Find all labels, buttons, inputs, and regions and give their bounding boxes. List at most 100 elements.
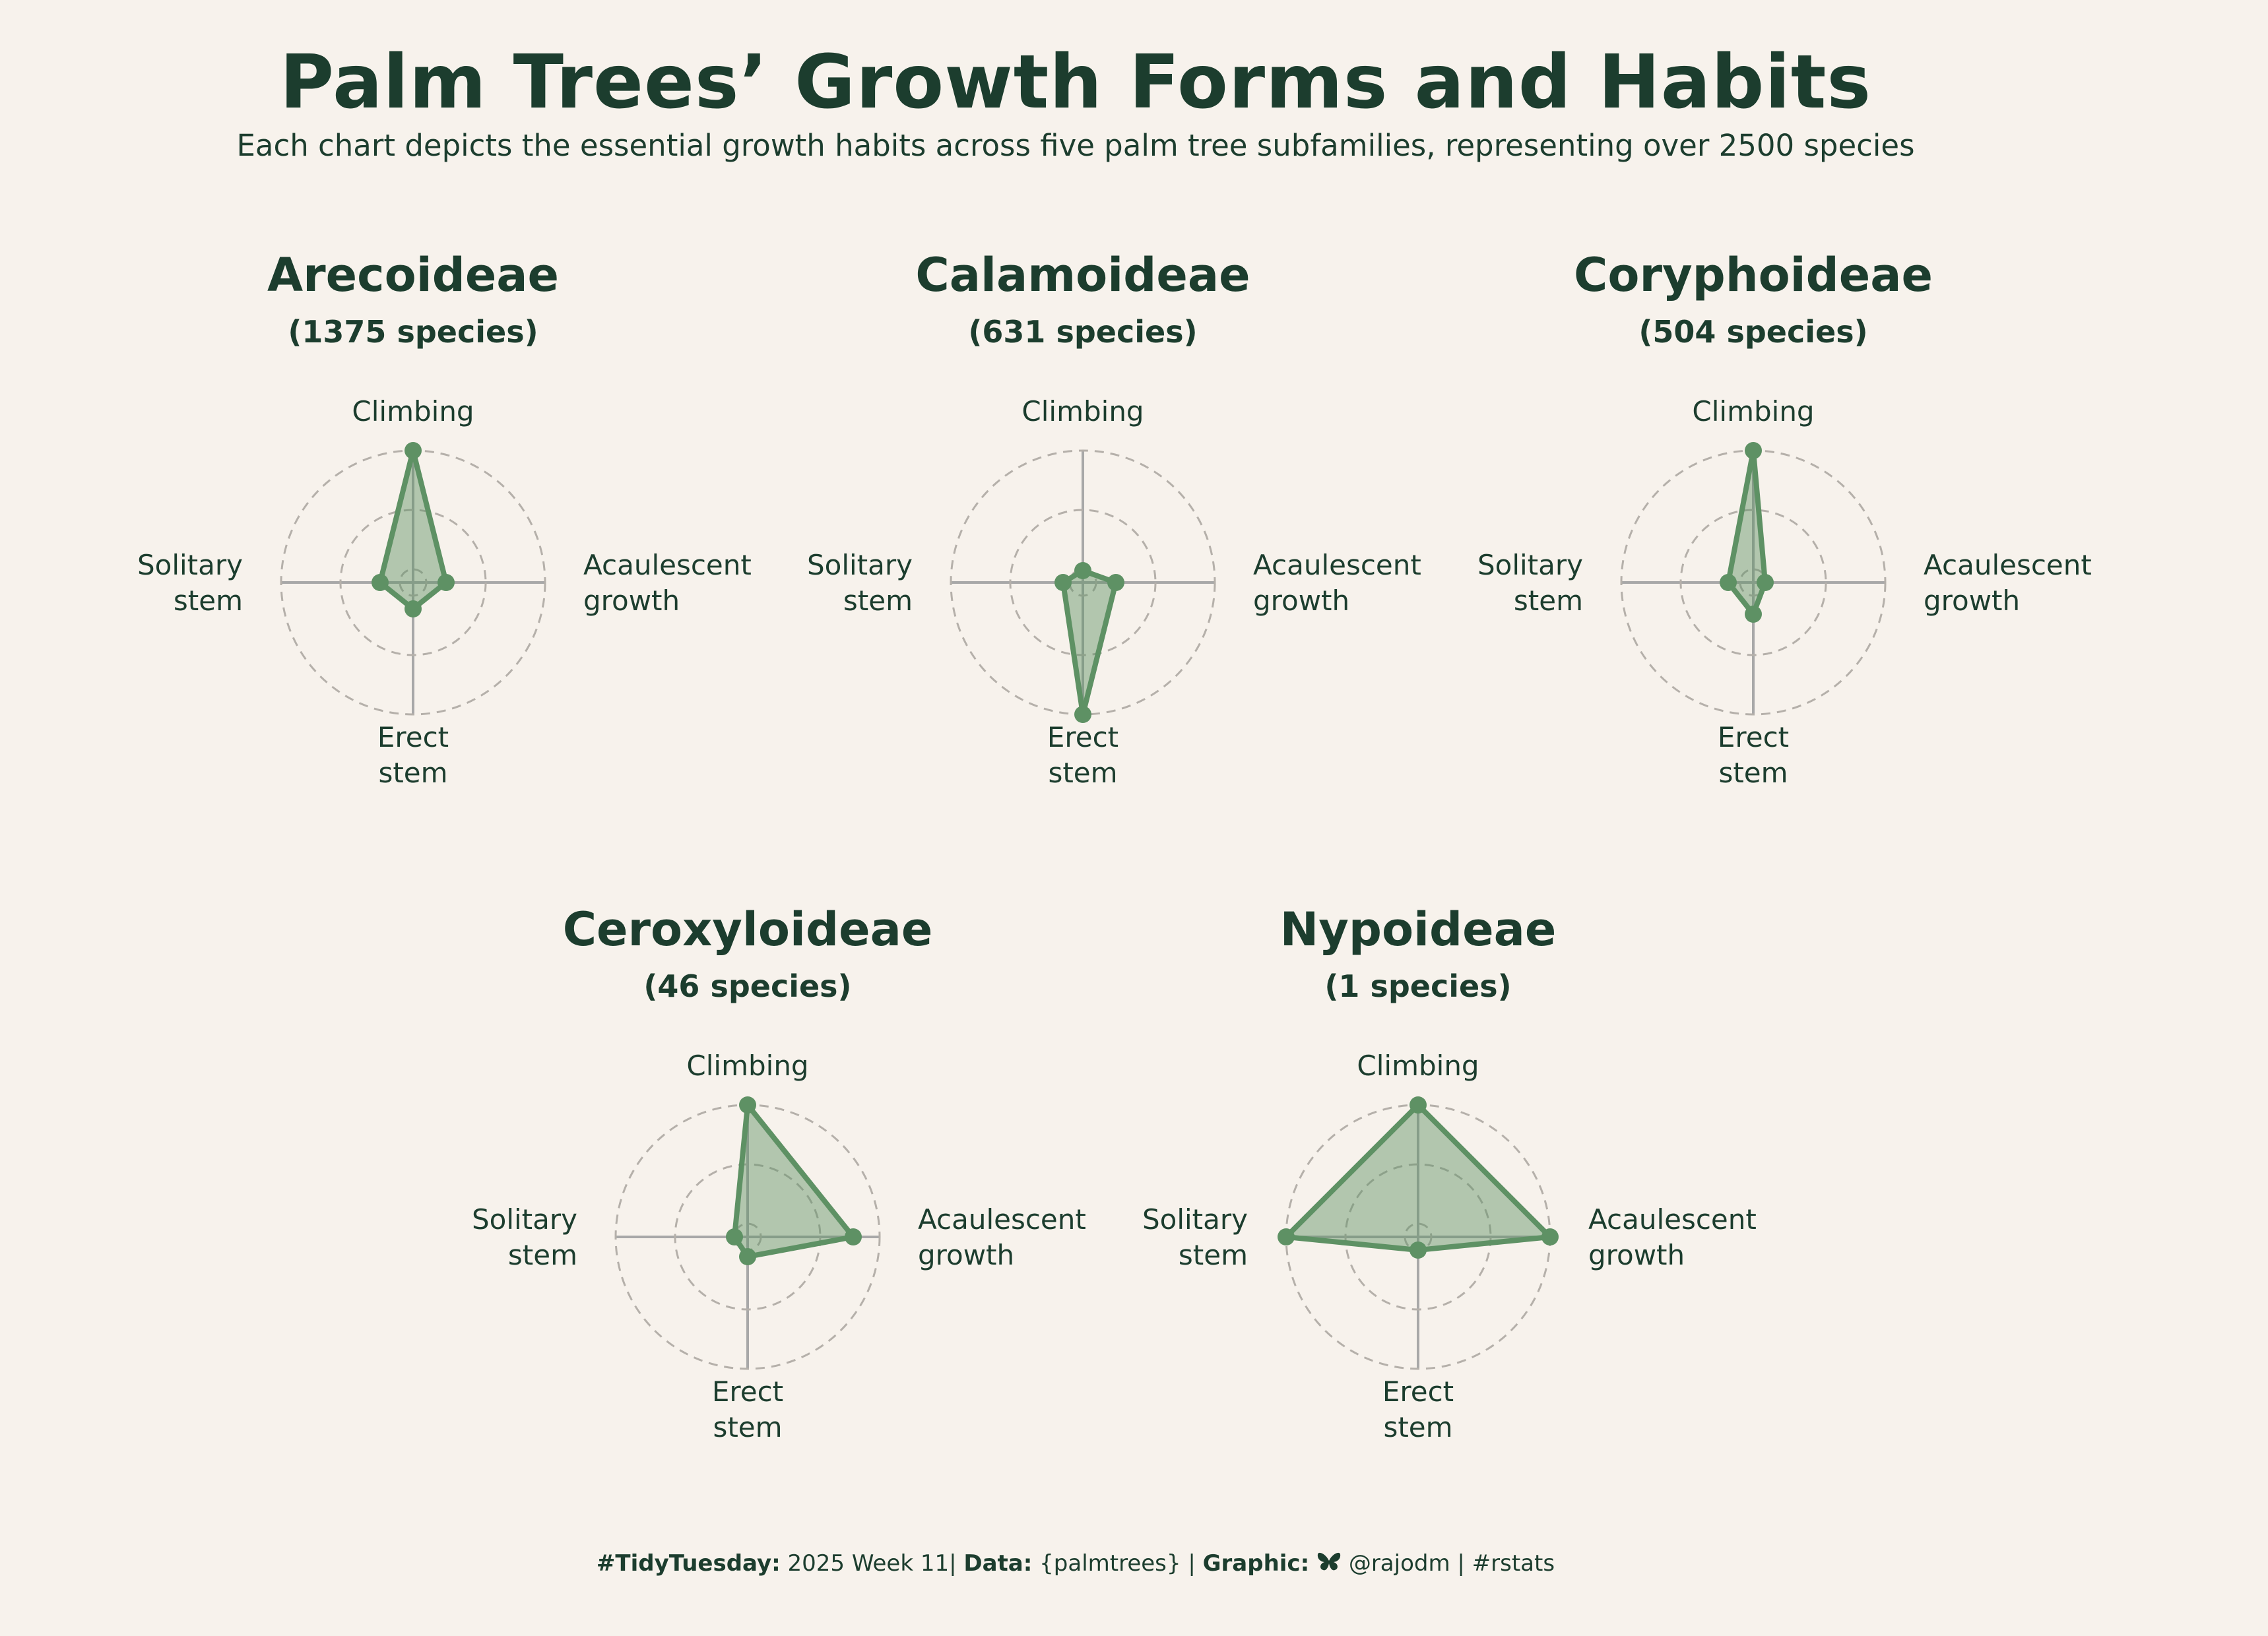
axis-label-line: Climbing	[686, 1050, 808, 1082]
axis-label-line: Climbing	[1021, 395, 1144, 427]
footer-separator: |	[949, 1550, 957, 1577]
axis-label-line: Climbing	[352, 395, 474, 427]
grid-circle	[1068, 568, 1097, 597]
page-title: Palm Trees’ Growth Forms and Habits	[279, 40, 1872, 125]
axis-label-line: Acaulescent	[1924, 549, 2092, 581]
axis-label-solitary-stem: Solitary stem	[1477, 549, 1583, 617]
axis-label-line: stem	[378, 757, 447, 789]
data-point-erect-stem	[1409, 1242, 1427, 1259]
footer-data-label: Data:	[963, 1550, 1033, 1577]
series-area	[1060, 568, 1118, 717]
footer-separator: |	[1188, 1550, 1196, 1577]
grid-circle	[674, 1163, 822, 1311]
panel-title: Calamoideae	[915, 248, 1250, 302]
axis-label-acaulescent-growth: Acaulescent growth	[1588, 1203, 1757, 1271]
data-point-climbing	[1074, 562, 1091, 579]
panel-title: Nypoideae	[1280, 902, 1557, 957]
series-area	[1726, 448, 1768, 617]
radar-panel-ceroxyloideae: Ceroxyloideae (46 species) Climbing Acaules…	[472, 902, 1086, 1443]
axis-label-line: stem	[1514, 584, 1583, 617]
axis-label-line: growth	[1588, 1239, 1685, 1271]
data-point-acaulescent-growth	[437, 574, 455, 591]
radar-panel-coryphoideae: Coryphoideae (504 species) Climbing Acaules…	[1477, 248, 2092, 789]
axis-label-line: Solitary	[137, 549, 243, 581]
axis-label-line: Climbing	[1692, 395, 1814, 427]
axis-label-erect-stem: Erect stem	[712, 1375, 783, 1443]
axis-label-line: Solitary	[472, 1203, 577, 1236]
footer-separator: |	[1457, 1550, 1465, 1577]
axis-label-line: stem	[1048, 757, 1117, 789]
axis-label-line: Erect	[377, 721, 449, 753]
axis-label-acaulescent-growth: Acaulescent growth	[583, 549, 752, 617]
axis-label-climbing: Climbing	[1357, 1050, 1479, 1082]
axis-label-line: Erect	[1382, 1375, 1454, 1408]
grid-circle	[399, 568, 428, 597]
axis-label-line: Erect	[1718, 721, 1789, 753]
panel-species-count: (1 species)	[1324, 968, 1511, 1004]
footer-tag: #TidyTuesday:	[596, 1550, 781, 1577]
grid-circle	[339, 509, 487, 656]
axis-label-line: growth	[583, 584, 680, 617]
radar-panel-calamoideae: Calamoideae (631 species) Climbing Acaulesc…	[807, 248, 1421, 789]
data-point-erect-stem	[1074, 706, 1091, 723]
series-area	[732, 1102, 856, 1259]
data-point-climbing	[405, 442, 422, 459]
grid-circle	[1344, 1163, 1492, 1311]
axis-label-erect-stem: Erect stem	[1047, 721, 1118, 789]
page-subtitle: Each chart depicts the essential growth …	[236, 128, 1915, 163]
axis-label-erect-stem: Erect stem	[1718, 721, 1789, 789]
axis-label-line: Acaulescent	[583, 549, 752, 581]
axis-label-line: stem	[174, 584, 243, 617]
axis-label-line: stem	[508, 1239, 577, 1271]
radar-panel-nypoideae: Nypoideae (1 species) Climbing Acaulescent g…	[1142, 902, 1757, 1443]
panel-title: Coryphoideae	[1574, 248, 1933, 302]
axis-label-acaulescent-growth: Acaulescent growth	[1253, 549, 1421, 617]
axis-label-line: Acaulescent	[1253, 549, 1421, 581]
axis-label-line: stem	[713, 1411, 782, 1443]
axis-label-line: stem	[1179, 1239, 1248, 1271]
axis-label-solitary-stem: Solitary stem	[1142, 1203, 1248, 1271]
data-point-acaulescent-growth	[1757, 574, 1774, 591]
axis-label-line: Climbing	[1357, 1050, 1479, 1082]
axis-label-line: growth	[1253, 584, 1349, 617]
axis-label-line: stem	[1383, 1411, 1452, 1443]
data-point-solitary-stem	[372, 574, 389, 591]
data-point-acaulescent-growth	[1107, 574, 1124, 591]
axis-label-erect-stem: Erect stem	[377, 721, 449, 789]
grid-circle	[1679, 509, 1827, 656]
data-point-climbing	[1409, 1096, 1427, 1114]
axis-label-climbing: Climbing	[1692, 395, 1814, 427]
data-point-climbing	[1745, 442, 1762, 459]
data-point-solitary-stem	[1054, 574, 1072, 591]
grid-circle	[1009, 509, 1157, 656]
axis-label-solitary-stem: Solitary stem	[807, 549, 913, 617]
panel-title: Arecoideae	[267, 248, 559, 302]
data-point-acaulescent-growth	[1541, 1228, 1559, 1245]
data-point-climbing	[739, 1096, 756, 1114]
axis-label-line: Solitary	[1142, 1203, 1248, 1236]
series-area	[1283, 1102, 1553, 1253]
axis-label-line: Acaulescent	[1588, 1203, 1757, 1236]
axis-label-erect-stem: Erect stem	[1382, 1375, 1454, 1443]
axis-label-line: Solitary	[1477, 549, 1583, 581]
series-area	[377, 448, 449, 612]
axis-label-solitary-stem: Solitary stem	[137, 549, 243, 617]
axis-label-line: Erect	[1047, 721, 1118, 753]
axis-label-line: stem	[1718, 757, 1788, 789]
data-point-erect-stem	[405, 600, 422, 617]
data-point-solitary-stem	[726, 1228, 743, 1245]
footer-data-value: {palmtrees}	[1039, 1550, 1181, 1577]
data-point-solitary-stem	[1720, 574, 1737, 591]
radar-panel-arecoideae: Arecoideae (1375 species) Climbing Acaulesc…	[137, 248, 752, 789]
footer-caption: #TidyTuesday: 2025 Week 11| Data: {palmt…	[0, 1550, 2151, 1579]
footer-hashtag: #rstats	[1472, 1550, 1555, 1577]
panel-species-count: (504 species)	[1638, 314, 1867, 350]
data-point-solitary-stem	[1278, 1228, 1295, 1245]
data-point-acaulescent-growth	[845, 1228, 862, 1245]
panel-species-count: (1375 species)	[288, 314, 538, 350]
data-point-erect-stem	[739, 1248, 756, 1265]
panel-species-count: (46 species)	[643, 968, 851, 1004]
footer-handle: @rajodm	[1348, 1550, 1450, 1577]
axis-label-solitary-stem: Solitary stem	[472, 1203, 577, 1271]
